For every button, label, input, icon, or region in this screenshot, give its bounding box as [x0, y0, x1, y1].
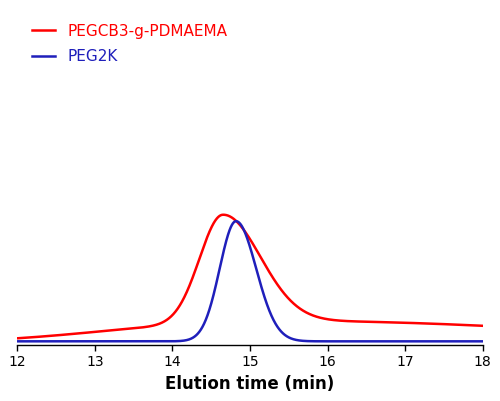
Legend: PEGCB3-g-PDMAEMA, PEG2K: PEGCB3-g-PDMAEMA, PEG2K: [25, 16, 235, 72]
X-axis label: Elution time (min): Elution time (min): [166, 375, 334, 393]
